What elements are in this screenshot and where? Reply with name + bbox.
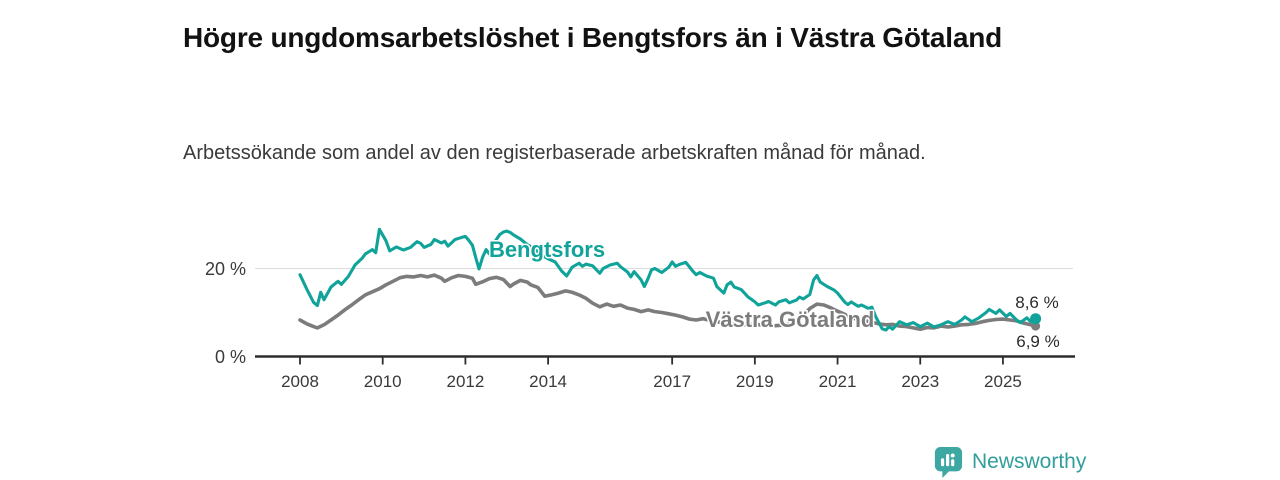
brand-name: Newsworthy: [972, 450, 1087, 473]
x-tick-label: 2008: [281, 372, 319, 391]
y-axis-label-20: 20 %: [205, 259, 246, 279]
x-tick-label: 2019: [736, 372, 774, 391]
x-tick-label: 2014: [529, 372, 567, 391]
x-tick-label: 2025: [984, 372, 1022, 391]
newsworthy-logo[interactable]: Newsworthy: [933, 445, 1086, 479]
chart-subtitle: Arbetssökande som andel av den registerb…: [183, 142, 926, 164]
x-tick-label: 2010: [364, 372, 402, 391]
end-dot-vastra-gotaland: [1031, 321, 1041, 331]
end-value-vastra-gotaland: 6,9 %: [1016, 332, 1059, 351]
x-tick-label: 2017: [653, 372, 691, 391]
series-label-vastra-gotaland: Västra Götaland: [706, 307, 875, 332]
end-value-bengtsfors: 8,6 %: [1015, 293, 1058, 312]
end-dot-bengtsfors: [1030, 313, 1042, 325]
bar-chart-speech-bubble-icon: [934, 447, 963, 478]
x-tick-label: 2012: [446, 372, 484, 391]
x-tick-label: 2023: [901, 372, 939, 391]
y-axis-label-0: 0 %: [215, 347, 246, 367]
x-axis-ticks: [299, 357, 1004, 365]
page-title: Högre ungdomsarbetslöshet i Bengtsfors ä…: [183, 21, 1003, 53]
line-bengtsfors: [298, 227, 1038, 332]
line-vastra-gotaland: [298, 273, 1038, 332]
series-label-bengtsfors: Bengtsfors: [489, 237, 605, 262]
x-tick-label: 2021: [819, 372, 857, 391]
x-axis-labels: 2008 2010 2012 2014 2017 2019 2021 2023 2025: [281, 372, 1022, 391]
